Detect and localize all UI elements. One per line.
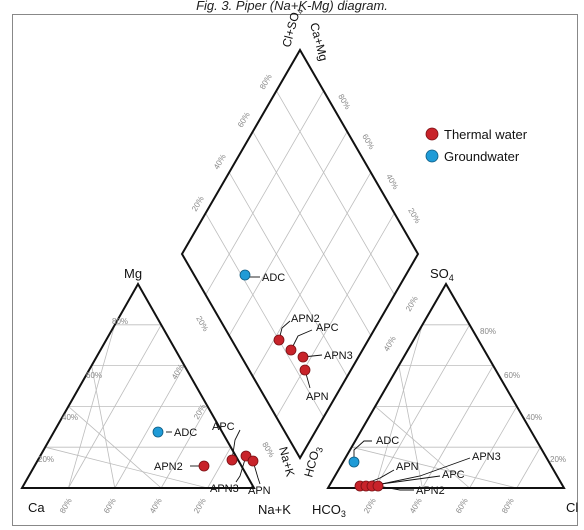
label-apn2-anion: APN2 <box>416 485 445 497</box>
data-point-apc-diamond <box>285 344 297 356</box>
tick-label: 40% <box>408 497 424 515</box>
legend: Thermal water Groundwater <box>425 127 528 164</box>
grid-line <box>91 365 116 489</box>
diamond <box>180 48 420 460</box>
tick-label: 40% <box>384 173 400 191</box>
tick-label: 20% <box>406 207 422 225</box>
label-adc-cation: ADC <box>174 427 197 439</box>
cation-triangle <box>20 281 256 489</box>
legend-ground-label: Groundwater <box>444 149 520 164</box>
tick-label: 20% <box>38 455 54 464</box>
data-point-apn2-diamond <box>273 334 285 346</box>
diagram-frame <box>12 14 578 526</box>
label-apc-cation: APC <box>212 421 235 433</box>
tick-label: 80% <box>258 73 274 91</box>
grid-line <box>276 90 395 296</box>
tick-label: 40% <box>148 497 164 515</box>
label-adc-anion: ADC <box>376 435 399 447</box>
vertex-label-nak: Na+K <box>258 502 291 517</box>
tick-label: 20% <box>190 195 206 213</box>
tick-label: 80% <box>480 327 496 336</box>
label-apn-cation: APN <box>248 485 271 497</box>
legend-ground-swatch <box>425 149 439 163</box>
tick-label: 80% <box>112 317 128 326</box>
label-apn-diamond: APN <box>306 391 329 403</box>
grid-line <box>516 446 541 489</box>
tick-label: 20% <box>192 403 208 421</box>
vertex-label-ca: Ca <box>28 500 45 515</box>
tick-label: 20% <box>362 497 378 515</box>
groundwater-points <box>152 269 360 468</box>
label-adc-diamond: ADC <box>262 272 285 284</box>
data-point-apn3-diamond <box>297 351 309 363</box>
label-apc-anion: APC <box>442 469 465 481</box>
tick-label: 20% <box>404 295 420 313</box>
tick-label: 80% <box>336 93 352 111</box>
tick-label: 60% <box>236 111 252 129</box>
tick-label: 40% <box>62 413 78 422</box>
label-apn2-diamond: APN2 <box>291 313 320 325</box>
grid-line <box>398 365 423 489</box>
figure-caption: Fig. 3. Piper (Na+K-Mg) diagram. <box>196 0 388 13</box>
vertex-label-camg: Ca+Mg <box>307 21 331 62</box>
tick-label: 60% <box>86 371 102 380</box>
vertex-label-hco3-mid: HCO3 <box>301 445 325 480</box>
grid-line <box>160 406 208 489</box>
tick-label: 60% <box>454 497 470 515</box>
vertex-label-so4: SO4 <box>430 266 454 283</box>
tick-label: 60% <box>360 133 376 151</box>
data-point-apn-diamond <box>299 364 311 376</box>
label-apn-anion: APN <box>396 461 419 473</box>
data-point-apn-cation <box>247 455 259 467</box>
tick-label: 40% <box>212 153 228 171</box>
tick-label: 40% <box>526 413 542 422</box>
grid-line <box>205 212 324 418</box>
anion-triangle <box>326 282 566 489</box>
tick-label: 20% <box>550 455 566 464</box>
data-point-apc-cation <box>226 454 238 466</box>
data-point-adc-diamond <box>239 269 251 281</box>
label-apc-diamond: APC <box>316 322 339 334</box>
grid-line <box>252 172 372 377</box>
vertex-label-mg: Mg <box>124 266 142 281</box>
label-apn3-cation: APN3 <box>210 483 239 495</box>
label-apn2-cation: APN2 <box>154 461 183 473</box>
vertex-label-hco3-bottom: HCO3 <box>312 502 346 519</box>
grid-line <box>228 172 348 377</box>
cation-triangle-grid <box>45 324 232 489</box>
grid-line <box>45 446 208 489</box>
grid-line <box>68 406 162 489</box>
data-point-adc-anion <box>348 456 360 468</box>
label-apn3-diamond: APN3 <box>324 350 353 362</box>
grid-line <box>207 447 232 489</box>
thermal-water-points <box>198 334 384 492</box>
legend-thermal-label: Thermal water <box>444 127 528 142</box>
data-point-adc-cation <box>152 426 164 438</box>
grid-line <box>276 212 395 418</box>
data-point-apn2-cation <box>198 460 210 472</box>
diamond-grid <box>205 90 395 418</box>
vertex-label-cl: Cl <box>566 500 578 515</box>
grid-line <box>469 406 518 489</box>
tick-label: 80% <box>500 497 516 515</box>
tick-label: 40% <box>382 335 398 353</box>
anion-triangle-grid <box>351 324 541 489</box>
tick-label: 20% <box>192 497 208 515</box>
legend-thermal-swatch <box>425 127 439 141</box>
grid-line <box>351 446 517 489</box>
tick-label: 80% <box>260 441 276 459</box>
label-apn3-anion: APN3 <box>472 451 501 463</box>
tick-label: 60% <box>504 371 520 380</box>
grid-line <box>374 406 470 489</box>
tick-label: 20% <box>194 315 210 333</box>
data-point-apn3-anion <box>372 480 384 492</box>
grid-line <box>228 131 348 336</box>
grid-line <box>205 90 324 296</box>
grid-line <box>252 131 372 336</box>
tick-label: 80% <box>58 497 74 515</box>
tick-label: 60% <box>102 497 118 515</box>
vertex-label-clso4: Cl+SO4 <box>279 6 305 49</box>
